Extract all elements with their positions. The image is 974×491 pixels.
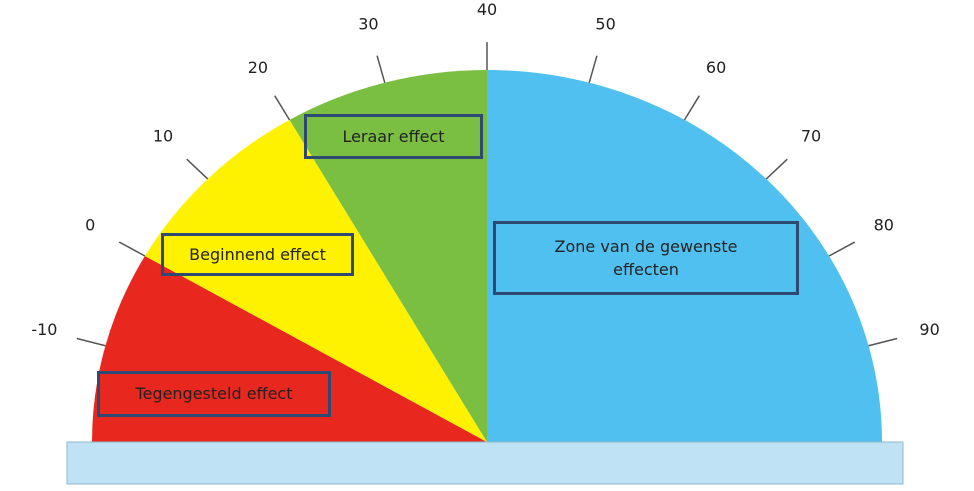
tick-mark bbox=[683, 95, 700, 121]
zone-label: Tegengesteld effect bbox=[97, 371, 331, 417]
tick-label: 40 bbox=[477, 0, 497, 19]
tick-label: 70 bbox=[801, 126, 821, 145]
tick-label: 90 bbox=[919, 320, 939, 339]
tick-mark bbox=[274, 95, 291, 121]
base-bar bbox=[66, 441, 904, 485]
zone-sector bbox=[144, 119, 487, 442]
tick-label: 60 bbox=[706, 58, 726, 77]
tick-mark bbox=[588, 55, 598, 83]
tick-label: 80 bbox=[874, 216, 894, 235]
zone-sector bbox=[92, 256, 487, 442]
zone-label: Zone van de gewenste effecten bbox=[493, 221, 799, 295]
tick-mark bbox=[186, 158, 209, 180]
tick-label: 10 bbox=[153, 126, 173, 145]
zone-sector bbox=[487, 70, 882, 442]
tick-label: 20 bbox=[248, 58, 268, 77]
zone-sector bbox=[289, 70, 487, 442]
zone-label: Beginnend effect bbox=[161, 233, 354, 276]
tick-mark bbox=[376, 55, 386, 83]
tick-mark bbox=[868, 337, 898, 347]
tick-mark bbox=[828, 241, 856, 257]
tick-label: 0 bbox=[85, 216, 95, 235]
tick-label: -10 bbox=[31, 320, 57, 339]
tick-label: 50 bbox=[595, 15, 615, 34]
tick-mark bbox=[118, 241, 146, 257]
zone-label: Leraar effect bbox=[304, 114, 483, 159]
tick-mark bbox=[765, 158, 788, 180]
tick-label: 30 bbox=[358, 15, 378, 34]
tick-mark bbox=[76, 337, 106, 347]
